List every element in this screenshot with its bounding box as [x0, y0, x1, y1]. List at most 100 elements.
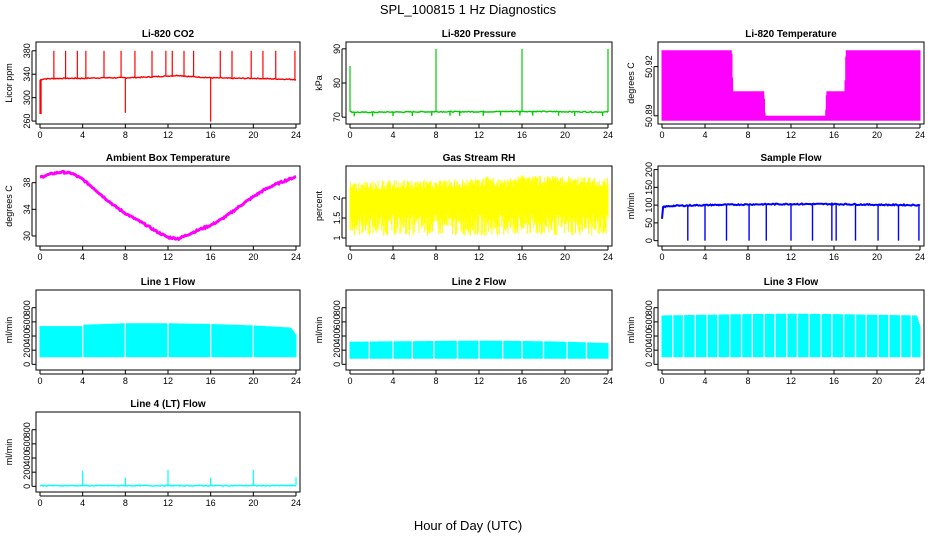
y-axis-label: ml/min	[314, 317, 324, 344]
x-tick-label-1: 4	[80, 252, 85, 262]
y-tick-label-2: 340	[22, 67, 32, 82]
y-tick-label-2: 400	[22, 329, 32, 344]
panel-title: Gas Stream RH	[443, 153, 516, 164]
x-tick-label-6: 24	[915, 376, 925, 386]
panel-6: Sample Flow 0 4 8 12 16 20 24 0 50 100 150 200 ml/min	[626, 153, 925, 262]
x-tick-label-1: 4	[390, 130, 395, 140]
y-axis-label: degrees C	[4, 185, 14, 227]
x-tick-label-4: 16	[517, 376, 527, 386]
x-tick-label-1: 4	[702, 252, 707, 262]
x-tick-label-1: 4	[80, 498, 85, 508]
x-axis-label: Hour of Day (UTC)	[413, 518, 523, 533]
x-tick-label-6: 24	[291, 130, 301, 140]
x-tick-label-5: 20	[248, 498, 258, 508]
y-tick-label-3: 600	[22, 436, 32, 451]
x-tick-label-2: 8	[745, 252, 750, 262]
y-tick-label-3: 600	[332, 314, 342, 329]
y-tick-label-4: 200	[644, 162, 654, 177]
x-tick-label-5: 20	[872, 130, 882, 140]
x-tick-label-2: 8	[745, 130, 750, 140]
x-tick-label-5: 20	[560, 376, 570, 386]
x-tick-label-2: 8	[123, 252, 128, 262]
y-tick-label-4: 800	[644, 300, 654, 315]
x-tick-label-6: 24	[603, 252, 613, 262]
x-tick-label-3: 12	[474, 130, 484, 140]
plot-area	[661, 312, 921, 359]
plot-area	[39, 50, 296, 122]
y-tick-label-1: 200	[22, 465, 32, 480]
plot-area	[349, 48, 609, 117]
y-tick-label-0: 30	[22, 231, 32, 241]
y-tick-label-0: 0	[22, 484, 32, 489]
x-tick-label-2: 8	[123, 130, 128, 140]
y-axis-label: kPa	[314, 75, 324, 91]
x-tick-label-5: 20	[560, 252, 570, 262]
y-axis-label: percent	[314, 190, 324, 221]
x-tick-label-6: 24	[915, 252, 925, 262]
x-tick-label-2: 8	[745, 376, 750, 386]
plot-frame	[35, 165, 301, 247]
x-tick-label-4: 16	[206, 130, 216, 140]
plot-area	[349, 175, 609, 236]
panel-title: Sample Flow	[760, 153, 821, 164]
x-tick-label-2: 8	[123, 498, 128, 508]
x-tick-label-5: 20	[248, 130, 258, 140]
x-tick-label-3: 12	[786, 252, 796, 262]
x-tick-label-6: 24	[915, 130, 925, 140]
x-tick-label-4: 16	[829, 252, 839, 262]
panel-3: Li-820 Temperature 0 4 8 12 16 20 24 50.89 50.92 d…	[626, 29, 925, 140]
y-axis-label: degrees C	[626, 62, 636, 104]
x-tick-label-3: 12	[474, 376, 484, 386]
panel-title: Ambient Box Temperature	[106, 153, 231, 164]
x-tick-label-4: 16	[517, 252, 527, 262]
figure-title: SPL_100815 1 Hz Diagnostics	[379, 2, 557, 17]
y-tick-label-0: 0	[644, 362, 654, 367]
x-tick-label-1: 4	[80, 130, 85, 140]
y-axis-label: ml/min	[4, 317, 14, 344]
x-tick-label-1: 4	[80, 376, 85, 386]
y-tick-label-4: 800	[22, 422, 32, 437]
x-tick-label-1: 4	[702, 376, 707, 386]
x-tick-label-0: 0	[37, 252, 42, 262]
x-tick-label-4: 16	[206, 498, 216, 508]
plot-area	[40, 170, 297, 242]
x-tick-label-5: 20	[248, 252, 258, 262]
y-tick-label-2: 400	[332, 329, 342, 344]
panel-title: Line 2 Flow	[452, 277, 507, 288]
x-tick-label-1: 4	[390, 252, 395, 262]
x-tick-label-6: 24	[603, 130, 613, 140]
y-tick-label-0: 0	[332, 362, 342, 367]
y-axis-label: ml/min	[4, 439, 14, 466]
panel-title: Li-820 Pressure	[442, 29, 517, 40]
y-tick-label-2: 2	[332, 195, 342, 200]
data-fill	[661, 50, 921, 121]
x-tick-label-0: 0	[347, 252, 352, 262]
x-tick-label-2: 8	[433, 376, 438, 386]
y-tick-label-0: 0	[22, 362, 32, 367]
x-tick-label-3: 12	[163, 498, 173, 508]
data-series-line	[350, 110, 609, 114]
x-tick-label-0: 0	[659, 252, 664, 262]
x-tick-label-5: 20	[872, 376, 882, 386]
y-axis-label: Licor ppm	[4, 63, 14, 103]
y-tick-label-2: 38	[22, 178, 32, 188]
x-tick-label-5: 20	[560, 130, 570, 140]
x-tick-label-6: 24	[291, 252, 301, 262]
x-tick-label-0: 0	[659, 376, 664, 386]
plot-area	[39, 470, 297, 488]
y-tick-label-2: 90	[332, 44, 342, 54]
panel-title: Li-820 Temperature	[745, 29, 837, 40]
panel-title: Line 1 Flow	[141, 277, 196, 288]
x-tick-label-5: 20	[248, 376, 258, 386]
x-tick-label-5: 20	[872, 252, 882, 262]
panel-2: Li-820 Pressure 0 4 8 12 16 20 24 70 80 90 kPa	[314, 29, 613, 140]
x-tick-label-0: 0	[37, 376, 42, 386]
plot-area	[349, 339, 609, 360]
panel-4: Ambient Box Temperature 0 4 8 12 16 20 24 30 34 38…	[4, 153, 301, 262]
y-tick-label-1: 34	[22, 204, 32, 214]
plot-frame	[35, 41, 301, 125]
y-tick-label-4: 800	[332, 300, 342, 315]
